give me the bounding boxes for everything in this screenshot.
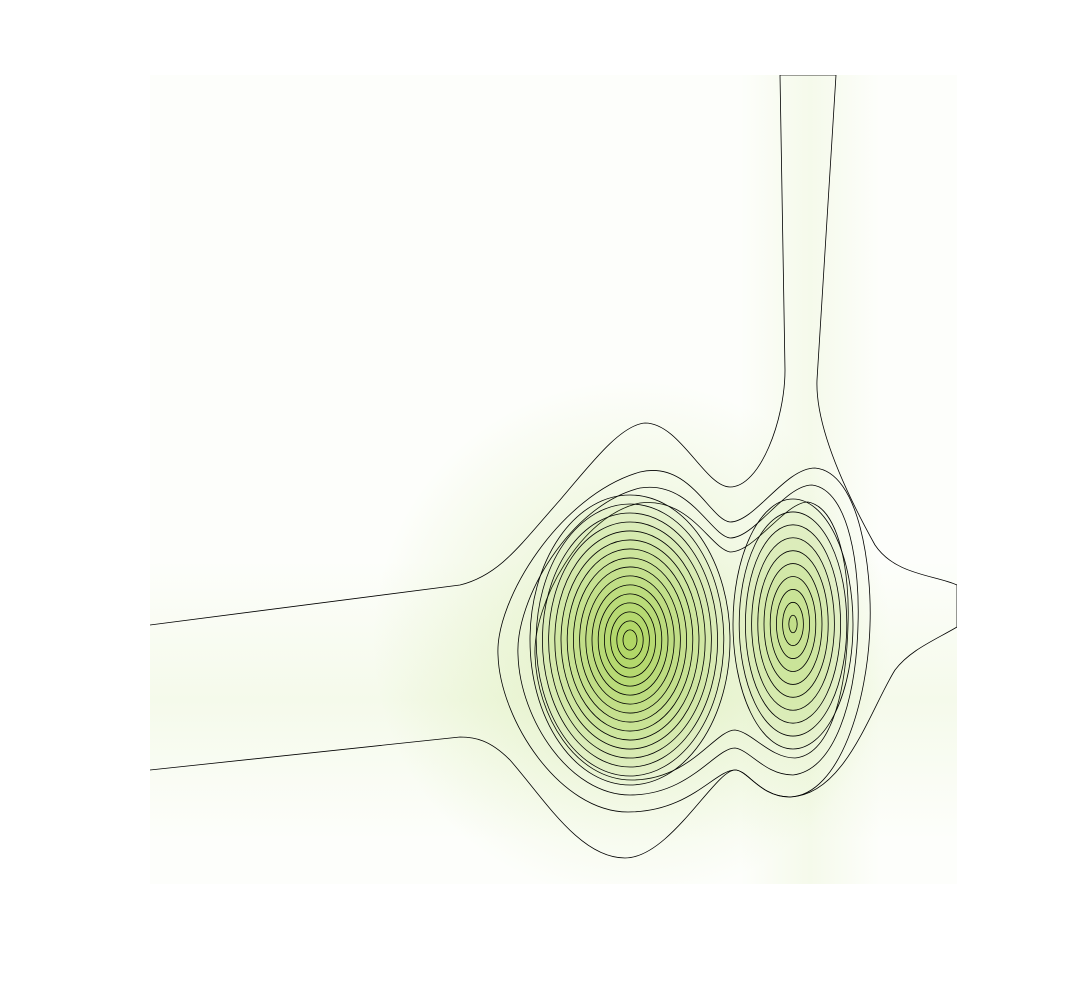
contour-line — [604, 602, 657, 678]
plot-area — [150, 75, 957, 884]
contour-line — [622, 629, 638, 651]
contour-line — [591, 584, 669, 696]
contour-line — [579, 566, 681, 714]
contour-line — [745, 524, 842, 724]
contour-line — [529, 494, 731, 786]
contour-line — [776, 589, 811, 659]
contour-line — [788, 614, 798, 634]
contour-line — [763, 563, 823, 685]
contour-line — [150, 75, 957, 859]
contour-line — [554, 530, 706, 750]
contour-line — [548, 521, 712, 759]
contour-line — [616, 620, 644, 660]
contour-line — [738, 511, 848, 737]
contour-line — [610, 611, 650, 669]
contour-line — [757, 550, 829, 698]
contour-line — [534, 501, 849, 781]
contour-line — [535, 503, 725, 777]
contour-line — [560, 539, 700, 741]
contour-line — [573, 557, 688, 723]
contour-line — [517, 484, 859, 796]
contour-line — [732, 498, 854, 750]
contour-line — [782, 601, 804, 647]
contour-line — [497, 467, 871, 813]
contour-line — [597, 593, 663, 687]
contour-line — [769, 576, 817, 672]
contour-line — [542, 512, 719, 768]
contour-line — [585, 575, 675, 705]
contour-rings — [529, 494, 854, 786]
density-glow — [150, 75, 957, 884]
